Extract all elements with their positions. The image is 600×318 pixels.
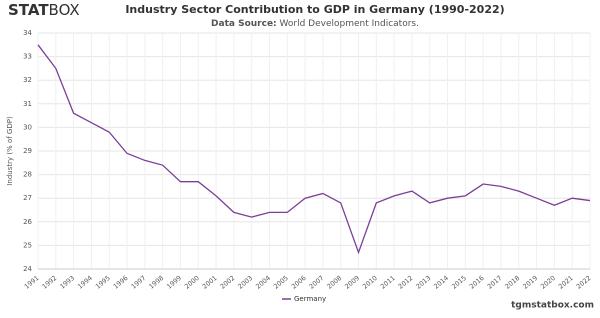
x-tick-label: 1995 (94, 274, 112, 291)
chart-title: Industry Sector Contribution to GDP in G… (125, 3, 504, 16)
x-tick-label: 1997 (130, 274, 148, 291)
x-tick-label: 2007 (308, 274, 326, 291)
x-tick-label: 2020 (539, 274, 557, 291)
subtitle-label: Data Source: (211, 19, 277, 29)
x-tick-label: 1999 (165, 274, 183, 291)
x-tick-label: 1991 (23, 274, 41, 291)
y-tick-label: 31 (23, 100, 32, 108)
x-tick-label: 2004 (254, 274, 272, 291)
x-tick-label: 2011 (379, 274, 397, 291)
y-tick-label: 27 (23, 194, 32, 202)
subtitle: Data Source: World Development Indicator… (211, 19, 419, 29)
y-tick-label: 28 (23, 171, 32, 179)
x-tick-label: 2006 (290, 274, 308, 291)
x-tick-label: 2018 (504, 274, 522, 291)
x-tick-label: 2003 (236, 274, 254, 291)
y-tick-label: 24 (23, 265, 32, 273)
legend-label: Germany (294, 295, 326, 303)
y-tick-label: 25 (23, 241, 32, 249)
x-tick-label: 2019 (521, 274, 539, 291)
x-tick-label: 2017 (486, 274, 504, 291)
y-tick-label: 26 (23, 218, 32, 226)
x-tick-label: 1993 (58, 274, 76, 291)
footer: tgmstatbox.com (511, 301, 594, 311)
x-tick-label: 2000 (183, 274, 201, 291)
x-tick-label: 2021 (557, 274, 575, 291)
x-tick-label: 2008 (325, 274, 343, 291)
x-tick-label: 1994 (76, 274, 94, 291)
x-tick-label: 1998 (147, 274, 165, 291)
subtitle-text: World Development Indicators. (280, 19, 419, 29)
y-axis-label: Industry (% of GDP) (6, 116, 14, 186)
x-tick-label: 2022 (575, 274, 593, 291)
y-tick-label: 30 (23, 123, 32, 131)
x-tick-label: 2016 (468, 274, 486, 291)
y-tick-label: 32 (23, 76, 32, 84)
y-tick-label: 29 (23, 147, 32, 155)
data-line (37, 44, 591, 255)
x-tick-label: 2005 (272, 274, 290, 291)
x-tick-label: 2009 (343, 274, 361, 291)
y-tick-label: 34 (23, 29, 32, 37)
y-tick-label: 33 (23, 53, 32, 61)
x-tick-label: 1996 (112, 274, 130, 291)
x-tick-label: 2001 (201, 274, 219, 291)
x-tick-label: 2013 (414, 274, 432, 291)
x-tick-label: 2010 (361, 274, 379, 291)
x-tick-label: 2015 (450, 274, 468, 291)
x-tick-label: 2002 (219, 274, 237, 291)
logo: STATBOX (8, 1, 80, 19)
logo-bold: STAT (8, 1, 49, 19)
x-tick-label: 1992 (41, 274, 59, 291)
x-tick-label: 2012 (397, 274, 415, 291)
x-tick-label: 2014 (432, 274, 450, 291)
logo-light: BOX (49, 1, 80, 19)
